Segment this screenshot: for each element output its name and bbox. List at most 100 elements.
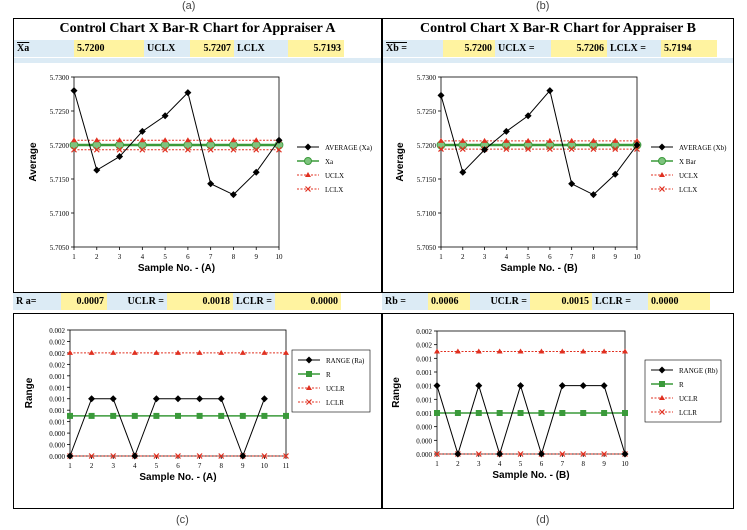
r-b-value: 0.0006 (428, 293, 470, 310)
series-lcl-point (283, 453, 289, 459)
series-center-point (580, 410, 587, 416)
xbar-b-value: 5.7200 (443, 40, 495, 57)
y-tick-label: 0.002 (49, 361, 65, 369)
y-tick-label: 5.7300 (417, 74, 437, 82)
x-tick-label: 9 (602, 460, 606, 468)
series-ucl-point (538, 348, 545, 354)
legend-label: RANGE (Rb) (679, 367, 718, 375)
legend-marker (306, 385, 312, 390)
series-lcl-point (580, 451, 587, 457)
x-tick-label: 2 (461, 253, 465, 261)
series-ucl-point (253, 137, 260, 143)
series-main-point (252, 168, 260, 176)
series-ucl-point (93, 137, 100, 143)
x-tick-label: 7 (198, 462, 202, 470)
y-tick-label: 0.002 (416, 328, 432, 336)
legend-marker (304, 143, 312, 151)
panel-d-stats: Rb = 0.0006 UCLR = 0.0015 LCLR = 0.0000 (382, 293, 734, 310)
legend-marker (305, 186, 311, 192)
y-tick-label: 0.002 (416, 342, 432, 350)
series-main-point (174, 395, 182, 403)
x-tick-label: 4 (498, 460, 502, 468)
y-tick-label: 0.001 (416, 383, 432, 391)
x-tick-label: 9 (613, 253, 617, 261)
x-tick-label: 10 (276, 253, 284, 261)
series-main-point (633, 141, 641, 149)
x-axis-title: Sample No. - (B) (492, 470, 569, 481)
series-main-point (459, 168, 467, 176)
chart-d: 0.000 0.000 0.000 0.001 0.001 0.001 0.001 0.001… (391, 328, 722, 481)
series-ucl-point (601, 348, 608, 354)
uclx-a-label: UCLX (144, 40, 190, 57)
uclx-b-label: UCLX = (495, 40, 551, 57)
y-tick-label: 0.000 (416, 437, 432, 445)
x-tick-label: 1 (72, 253, 76, 261)
series-ucl-point (239, 349, 246, 355)
panel-b-title: Control Chart X Bar-R Chart for Appraise… (420, 21, 696, 36)
uclx-b-value: 5.7206 (551, 40, 607, 57)
x-tick-label: 1 (439, 253, 443, 261)
series-main-point (437, 91, 445, 99)
y-tick-label: 5.7100 (417, 210, 437, 218)
x-axis-title: Sample No. - (A) (138, 263, 215, 274)
y-tick-label: 5.7200 (417, 142, 437, 150)
series-ucl-point (622, 348, 628, 354)
xbar-a-value: 5.7200 (74, 40, 144, 57)
series-ucl-point (634, 137, 640, 143)
y-tick-label: 0.000 (49, 453, 65, 461)
series-main-point (207, 180, 215, 188)
series-main-line (436, 383, 626, 456)
series-lcl-point (184, 146, 191, 153)
series-ucl-point (434, 348, 440, 354)
legend-marker (659, 381, 665, 387)
series-ucl-point (496, 348, 503, 354)
y-tick-label: 0.001 (416, 369, 432, 377)
series-lcl-point (546, 146, 553, 153)
panel-a-stats: Xa 5.7200 UCLX 5.7207 LCLX 5.7193 (14, 40, 381, 57)
series-center-point (538, 410, 545, 416)
series-ucl-point (283, 349, 289, 355)
x-tick-label: 5 (526, 253, 530, 261)
lclx-b-label: LCLX = (607, 40, 661, 57)
legend-marker (658, 157, 666, 165)
y-axis-title: Average (28, 142, 39, 182)
series-main-point (109, 395, 117, 403)
panel-a-separator (14, 58, 381, 63)
series-ucl-point (71, 137, 77, 143)
series-ucl-point (454, 348, 461, 354)
x-tick-label: 9 (254, 253, 258, 261)
legend-marker (658, 366, 666, 374)
y-tick-label: 0.001 (49, 419, 65, 427)
series-center-point (434, 410, 440, 416)
series-ucl-point (175, 349, 181, 355)
x-axis-title: Sample No. - (A) (139, 472, 216, 483)
series-main-point (433, 382, 441, 390)
x-tick-label: 1 (68, 462, 72, 470)
legend-label: AVERAGE (Xb) (679, 144, 727, 152)
series-main-point (131, 452, 139, 460)
series-ucl-point (139, 137, 146, 143)
y-tick-label: 5.7150 (417, 176, 437, 184)
series-lcl-point (559, 451, 566, 457)
chart-b: 5.7050 5.7100 5.7150 5.7200 5.7250 5.7300 1 2 3 4… (395, 74, 727, 274)
caption-c: (c) (176, 514, 189, 526)
legend-label: UCLX (679, 172, 698, 180)
legend-label: LCLR (679, 409, 697, 417)
series-main-line (440, 89, 638, 196)
legend-label: X Bar (679, 158, 697, 166)
series-main-point (600, 382, 608, 390)
y-axis-title: Range (391, 377, 402, 408)
series-ucl-point (110, 349, 117, 355)
caption-b: (b) (536, 0, 550, 12)
series-main-point (546, 87, 554, 95)
legend-marker (306, 399, 312, 405)
series-ucl-point (230, 137, 237, 143)
series-main-point (70, 87, 78, 95)
x-tick-label: 3 (111, 462, 115, 470)
panel-b-stats: Xb = 5.7200 UCLX = 5.7206 LCLX = 5.7194 (383, 40, 733, 57)
x-tick-label: 8 (232, 253, 236, 261)
y-tick-label: 0.001 (49, 407, 65, 415)
series-center-point (131, 412, 138, 419)
series-lcl-point (207, 146, 214, 153)
panel-b-separator (383, 58, 733, 63)
